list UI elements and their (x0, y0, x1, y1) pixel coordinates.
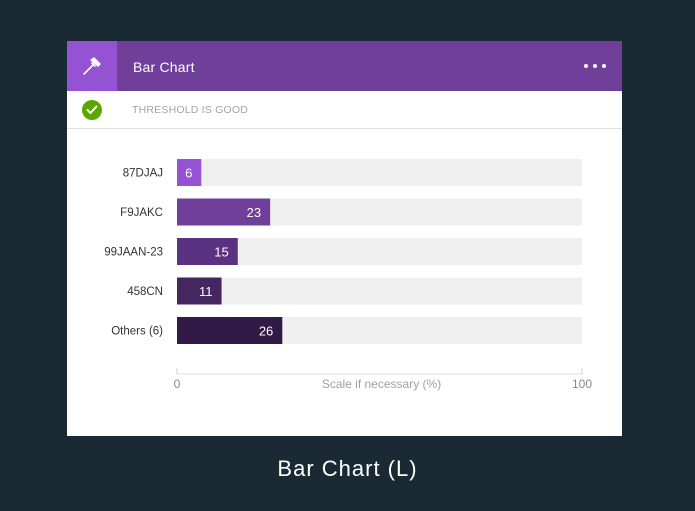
more-options-icon (584, 64, 588, 68)
hammer-icon (83, 57, 101, 75)
bar (177, 238, 238, 265)
x-tick-label: 0 (174, 377, 181, 391)
bar (177, 277, 222, 305)
header-icon-box (67, 41, 117, 91)
category-label: Others (6) (111, 326, 163, 338)
more-options-button[interactable] (582, 57, 608, 75)
card-title: Bar Chart (133, 59, 195, 75)
category-label: 458CN (127, 286, 163, 298)
category-label: F9JAKC (120, 207, 163, 219)
checkmark-circle-icon (82, 100, 102, 120)
bar-chart-card: Bar Chart THRESHOLD IS GOOD 87DJAJ 6 F9JAK… (67, 41, 622, 436)
data-label: 11 (199, 284, 213, 299)
category-label: 87DJAJ (123, 168, 163, 180)
more-options-dot (602, 64, 606, 68)
data-label: 26 (259, 324, 273, 339)
data-label: 15 (214, 245, 228, 260)
x-axis-label: Scale if necessary (%) (322, 377, 441, 391)
category-label: 99JAAN-23 (104, 247, 163, 259)
bar (177, 317, 283, 344)
more-options-dot (593, 64, 597, 68)
chart-caption: Bar Chart (L) (277, 456, 418, 481)
bar-track (177, 159, 582, 186)
bar-track (177, 238, 582, 265)
bar (177, 198, 271, 226)
bar (177, 159, 202, 186)
status-bar: THRESHOLD IS GOOD (67, 91, 622, 129)
data-label: 6 (185, 166, 192, 181)
card-header: Bar Chart (67, 41, 622, 91)
bar-chart: 87DJAJ 6 F9JAKC 23 99JAAN-23 15 458CN 11 Others … (104, 159, 592, 391)
bar-track (177, 277, 582, 305)
x-tick-label: 100 (572, 377, 592, 391)
status-text: THRESHOLD IS GOOD (132, 104, 248, 116)
data-label: 23 (247, 205, 261, 220)
